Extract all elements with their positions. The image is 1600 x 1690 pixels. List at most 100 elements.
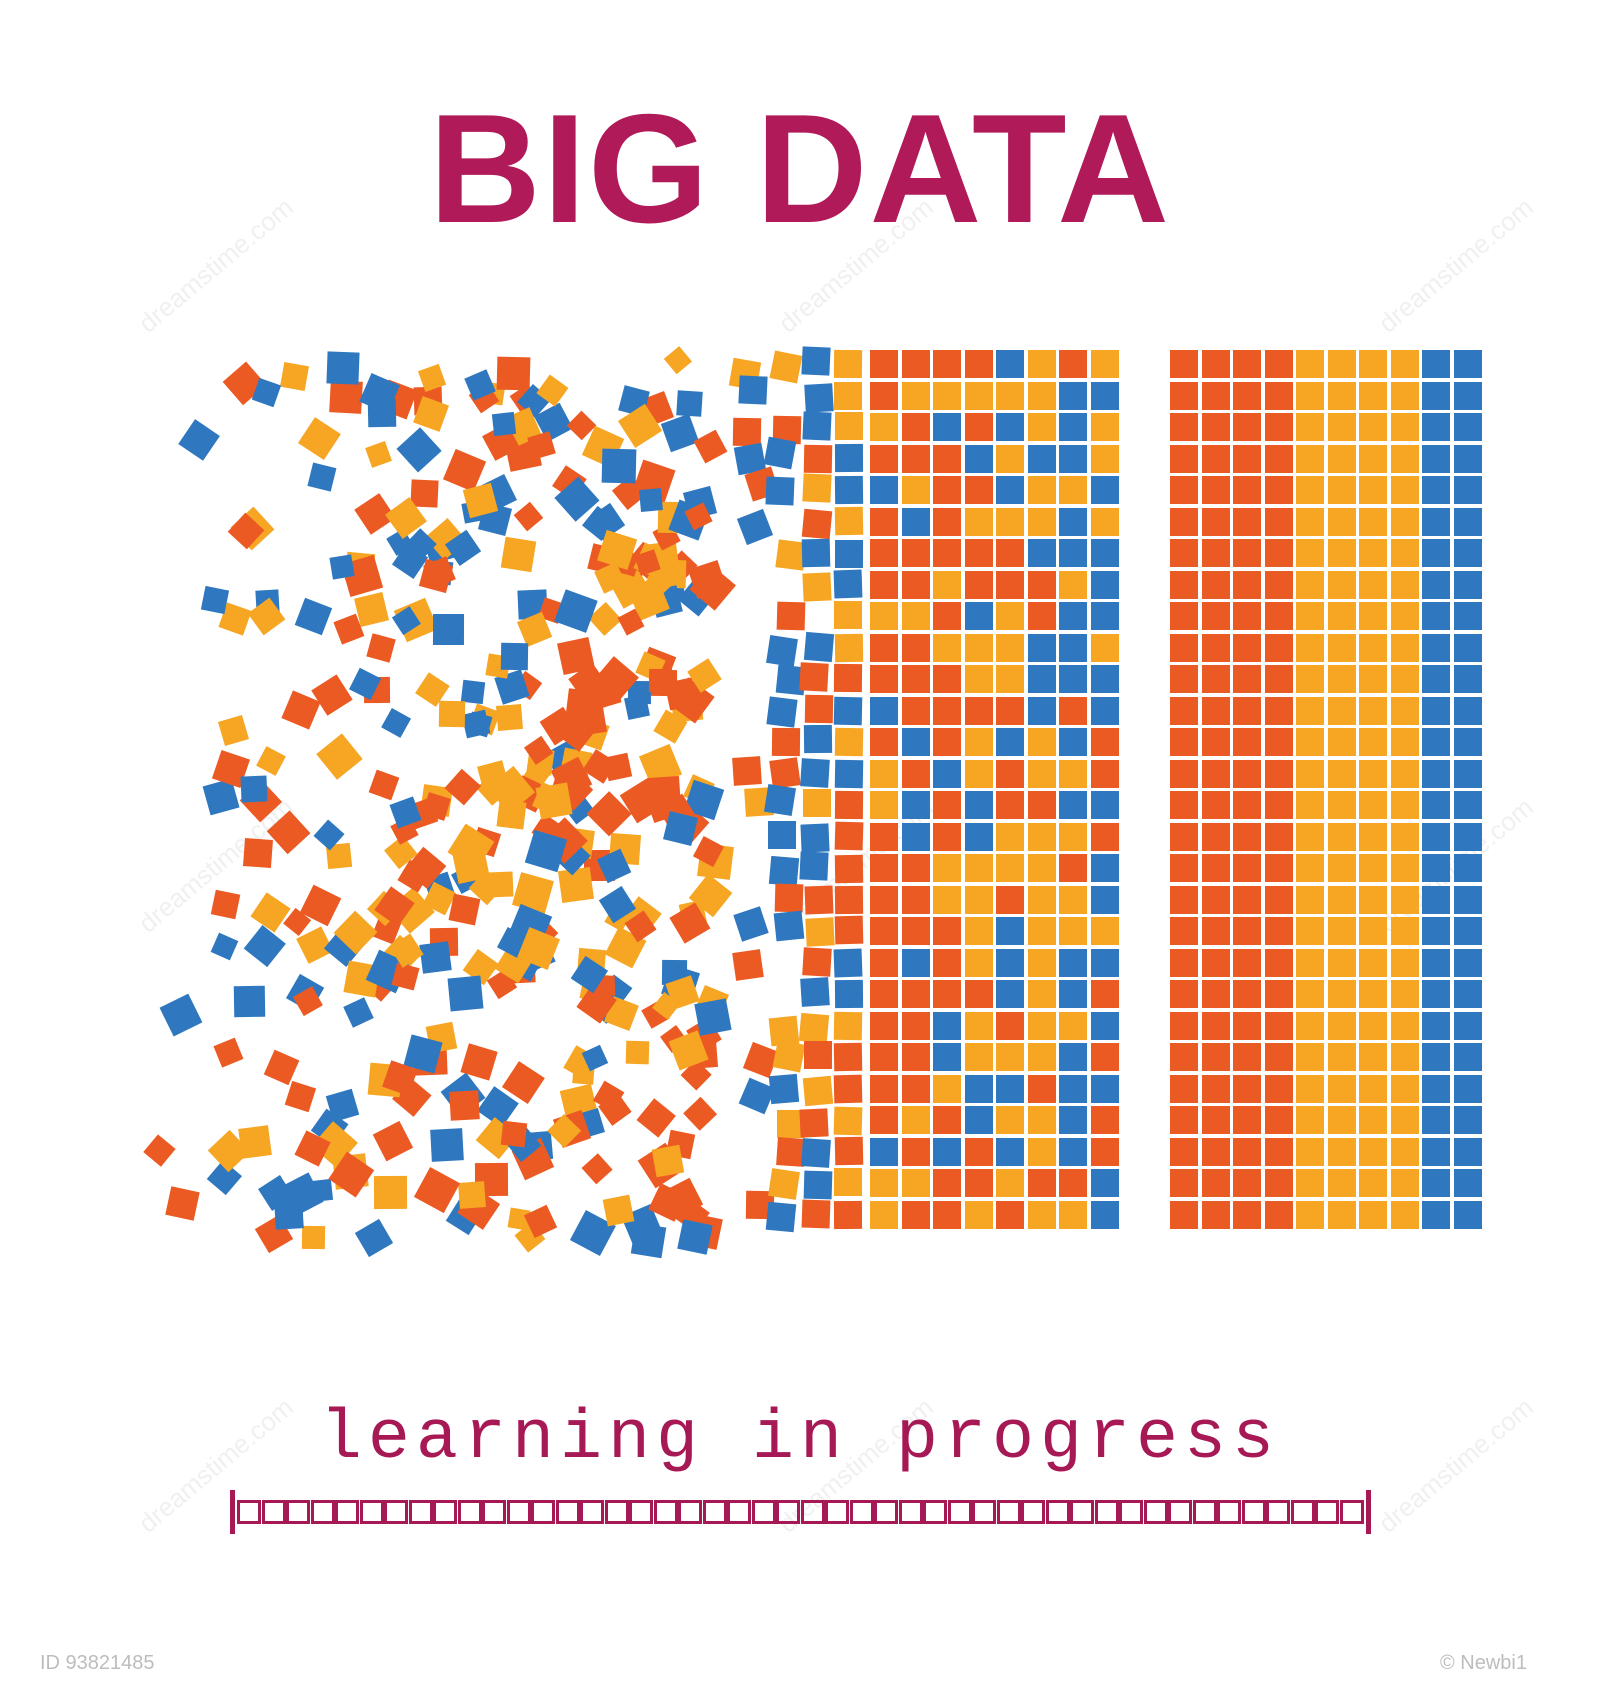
scatter-cell — [210, 890, 240, 920]
mixed-cell — [902, 413, 930, 441]
sorted-cell — [1202, 697, 1230, 725]
sorted-cell — [1233, 665, 1261, 693]
sorted-cell — [1391, 476, 1419, 504]
scatter-cell — [367, 634, 397, 664]
transition-cell — [834, 382, 862, 410]
scatter-cell — [678, 1220, 713, 1255]
sorted-cell — [1202, 917, 1230, 945]
mixed-cell — [933, 571, 961, 599]
mixed-cell — [1028, 445, 1056, 473]
mixed-cell — [902, 476, 930, 504]
sorted-cell — [1233, 980, 1261, 1008]
sorted-cell — [1359, 1012, 1387, 1040]
scatter-cell — [250, 892, 290, 932]
mixed-cell — [996, 823, 1024, 851]
progress-segment — [850, 1500, 874, 1524]
progress-segment — [1168, 1500, 1192, 1524]
mixed-cell — [965, 1106, 993, 1134]
scatter-cell — [308, 462, 336, 490]
sorted-cell — [1202, 823, 1230, 851]
sorted-cell — [1454, 1201, 1482, 1229]
mixed-cell — [996, 1012, 1024, 1040]
mixed-cell — [902, 602, 930, 630]
mixed-cell — [870, 980, 898, 1008]
scatter-cell — [211, 933, 239, 961]
mixed-cell — [1028, 760, 1056, 788]
scatter-cell — [367, 399, 395, 427]
mixed-cell — [1028, 697, 1056, 725]
sorted-cell — [1202, 1138, 1230, 1166]
sorted-cell — [1422, 1012, 1450, 1040]
sorted-cell — [1454, 413, 1482, 441]
mixed-cell — [1028, 728, 1056, 756]
sorted-cell — [1328, 1138, 1356, 1166]
mixed-cell — [1091, 382, 1119, 410]
mixed-cell — [933, 854, 961, 882]
mixed-cell — [965, 949, 993, 977]
scatter-cell — [355, 1219, 393, 1257]
mixed-cell — [996, 508, 1024, 536]
mixed-cell — [870, 1169, 898, 1197]
sorted-cell — [1202, 1169, 1230, 1197]
sorted-cell — [1328, 602, 1356, 630]
sorted-cell — [1359, 571, 1387, 599]
mixed-cell — [1091, 823, 1119, 851]
transition-cell — [834, 1168, 862, 1196]
progress-segment — [409, 1500, 433, 1524]
sorted-cell — [1391, 1138, 1419, 1166]
sorted-cell — [1170, 697, 1198, 725]
mixed-cell — [1059, 1012, 1087, 1040]
progress-segment — [1193, 1500, 1217, 1524]
scatter-cell — [452, 846, 490, 884]
mixed-cell — [996, 476, 1024, 504]
sorted-cell — [1233, 445, 1261, 473]
sorted-cell — [1359, 823, 1387, 851]
mixed-cell — [965, 728, 993, 756]
sorted-cell — [1170, 571, 1198, 599]
sorted-cell — [1328, 1201, 1356, 1229]
sorted-cell — [1328, 508, 1356, 536]
mixed-cell — [1028, 634, 1056, 662]
scatter-cell — [626, 1040, 649, 1063]
sorted-cell — [1296, 350, 1324, 378]
sorted-cell — [1265, 602, 1293, 630]
mixed-cell — [965, 1075, 993, 1103]
sorted-cell — [1422, 1106, 1450, 1134]
transition-cell — [800, 978, 830, 1008]
transition-cell — [768, 1168, 800, 1200]
mixed-cell — [996, 1201, 1024, 1229]
scatter-cell — [316, 734, 363, 781]
sorted-cell — [1422, 1138, 1450, 1166]
sorted-cell — [1233, 697, 1261, 725]
sorted-cell — [1233, 476, 1261, 504]
sorted-cell — [1359, 949, 1387, 977]
mixed-cell — [1059, 697, 1087, 725]
scatter-cell — [693, 430, 727, 464]
sorted-cell — [1359, 1169, 1387, 1197]
scatter-cell — [374, 1176, 407, 1209]
mixed-cell — [1091, 1138, 1119, 1166]
scatter-cell — [458, 1181, 486, 1209]
transition-cell — [802, 509, 833, 540]
sorted-cell — [1328, 791, 1356, 819]
sorted-cell — [1202, 760, 1230, 788]
sorted-cell — [1328, 1169, 1356, 1197]
subtitle-learning: learning in progress — [0, 1400, 1600, 1479]
sorted-cell — [1328, 823, 1356, 851]
transition-cell — [833, 948, 862, 977]
mixed-cell — [902, 980, 930, 1008]
mixed-cell — [870, 917, 898, 945]
progress-segment — [1119, 1500, 1143, 1524]
mixed-cell — [1028, 382, 1056, 410]
scatter-cell — [179, 419, 221, 461]
scatter-cell — [329, 555, 354, 580]
progress-segment — [972, 1500, 996, 1524]
sorted-cell — [1202, 1201, 1230, 1229]
mixed-cell — [902, 697, 930, 725]
sorted-cell — [1359, 697, 1387, 725]
mixed-cell — [933, 1106, 961, 1134]
sorted-cell — [1265, 823, 1293, 851]
sorted-cell — [1454, 791, 1482, 819]
sorted-cell — [1296, 728, 1324, 756]
mixed-cell — [933, 445, 961, 473]
